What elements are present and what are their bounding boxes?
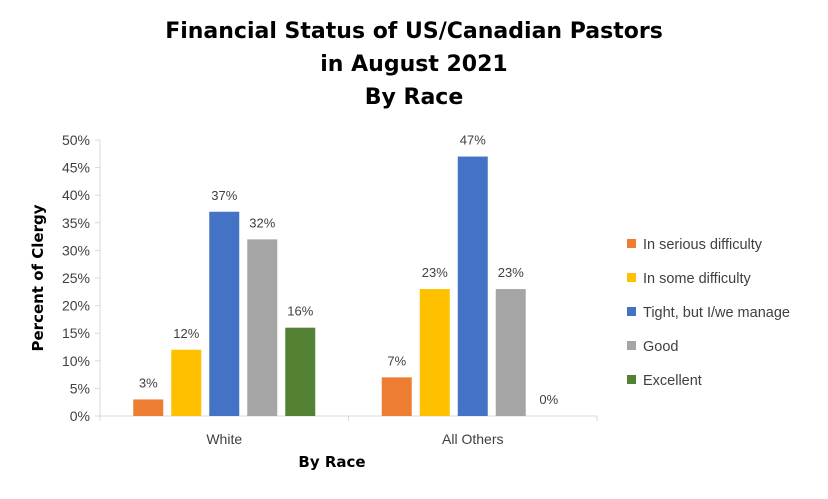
y-tick-label: 50% (62, 132, 90, 148)
y-tick-label: 45% (62, 160, 90, 176)
legend: In serious difficulty In some difficulty T… (627, 237, 790, 389)
y-axis-title: Percent of Clergy (29, 204, 47, 351)
legend-swatch (627, 375, 636, 384)
legend-swatch (627, 273, 636, 282)
bar-all-others-1 (419, 289, 450, 416)
bar-white-3 (247, 239, 278, 416)
data-label: 32% (249, 215, 275, 230)
legend-label: In some difficulty (643, 271, 751, 287)
x-axis-title: By Race (298, 453, 365, 471)
data-label: 7% (387, 353, 406, 368)
y-tick-label: 40% (62, 187, 90, 203)
x-category-label: White (206, 431, 242, 447)
bar-white-4 (285, 327, 316, 416)
bar-all-others-3 (495, 289, 526, 416)
data-label: 37% (211, 188, 237, 203)
data-label: 3% (139, 375, 158, 390)
chart-title-line-2: in August 2021 (320, 52, 507, 77)
y-tick-label: 15% (62, 325, 90, 341)
chart-title-line-3: By Race (365, 85, 464, 110)
y-tick-label: 20% (62, 298, 90, 314)
chart-title-line-1: Financial Status of US/Canadian Pastors (165, 19, 663, 44)
y-tick-label: 5% (70, 380, 90, 396)
legend-label: Tight, but I/we manage (643, 305, 790, 321)
legend-label: Good (643, 339, 678, 355)
legend-swatch (627, 307, 636, 316)
data-label: 47% (460, 133, 486, 148)
bar-all-others-0 (381, 377, 412, 416)
data-label: 12% (173, 326, 199, 341)
legend-label: In serious difficulty (643, 237, 763, 253)
y-tick-label: 30% (62, 242, 90, 258)
legend-swatch (627, 341, 636, 350)
data-label: 0% (539, 392, 558, 407)
x-category-label: All Others (442, 431, 503, 447)
data-label: 23% (498, 265, 524, 280)
data-label: 16% (287, 304, 313, 319)
plot-area: 0% 5% 10% 15% 20% 25% 30% 35% 40% 45% 50% 3% 12% 37% 3… (62, 132, 598, 447)
bar-all-others-2 (457, 156, 488, 416)
y-tick-label: 10% (62, 353, 90, 369)
bar-white-2 (209, 211, 240, 416)
legend-label: Excellent (643, 373, 702, 389)
legend-swatch (627, 239, 636, 248)
data-label: 23% (422, 265, 448, 280)
y-tick-label: 0% (70, 408, 90, 424)
y-tick-label: 35% (62, 215, 90, 231)
bar-white-0 (133, 399, 164, 416)
y-tick-label: 25% (62, 270, 90, 286)
bar-white-1 (171, 349, 202, 416)
